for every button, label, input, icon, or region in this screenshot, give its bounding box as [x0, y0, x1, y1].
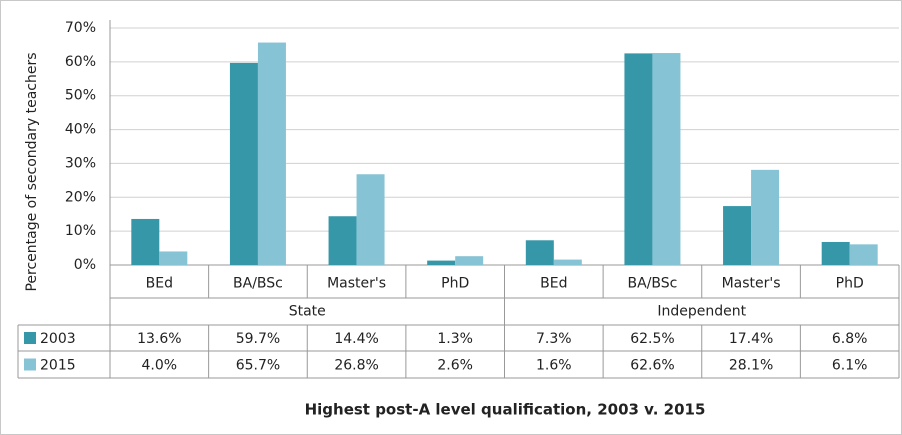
y-tick-label: 60% — [65, 54, 96, 70]
bar — [751, 169, 780, 265]
table-value: 62.5% — [630, 331, 674, 347]
x-tick-label: BA/BSc — [628, 276, 678, 292]
legend-label: 2015 — [40, 358, 76, 374]
legend-swatch — [24, 332, 36, 344]
bar — [849, 244, 878, 265]
y-tick-label: 50% — [65, 88, 96, 104]
table-value: 65.7% — [236, 358, 280, 374]
bar — [328, 216, 357, 265]
y-tick-label: 20% — [65, 189, 96, 205]
table-value: 6.1% — [832, 358, 868, 374]
x-tick-label: PhD — [836, 276, 864, 292]
y-axis-label: Percentage of secondary teachers — [24, 52, 40, 291]
table-value: 17.4% — [729, 331, 773, 347]
table-value: 1.3% — [437, 331, 473, 347]
y-tick-label: 30% — [65, 155, 96, 171]
bar — [356, 174, 385, 265]
table-value: 59.7% — [236, 331, 280, 347]
table-value: 6.8% — [832, 331, 868, 347]
bar — [427, 260, 456, 265]
y-tick-label: 10% — [65, 223, 96, 239]
chart-title: Highest post-A level qualification, 2003… — [305, 401, 706, 419]
y-tick-label: 0% — [74, 257, 96, 273]
bar — [821, 241, 850, 265]
bar — [131, 218, 160, 265]
x-tick-label: Master's — [327, 276, 386, 292]
y-tick-label: 40% — [65, 122, 96, 138]
bar — [624, 53, 653, 266]
group-label: State — [289, 304, 326, 320]
table-value: 14.4% — [334, 331, 378, 347]
table-value: 13.6% — [137, 331, 181, 347]
bar — [455, 256, 484, 265]
legend-swatch — [24, 358, 36, 371]
bar — [553, 259, 582, 265]
table-value: 1.6% — [536, 358, 572, 374]
group-label: Independent — [657, 304, 746, 320]
bar — [229, 62, 258, 265]
x-tick-label: BEd — [540, 276, 567, 292]
table-value: 62.6% — [630, 358, 674, 374]
y-tick-label: 70% — [65, 20, 96, 36]
legend-label: 2003 — [40, 331, 76, 347]
bar — [723, 206, 752, 265]
bar — [257, 42, 286, 266]
table-value: 7.3% — [536, 331, 572, 347]
x-tick-label: BA/BSc — [233, 276, 283, 292]
bar — [652, 53, 681, 265]
table-value: 26.8% — [334, 358, 378, 374]
table-value: 2.6% — [437, 358, 473, 374]
bar — [159, 251, 188, 265]
x-tick-label: BEd — [146, 276, 173, 292]
table-value: 28.1% — [729, 358, 773, 374]
table-value: 4.0% — [142, 358, 178, 374]
x-tick-label: PhD — [441, 276, 469, 292]
x-tick-label: Master's — [722, 276, 781, 292]
bar — [525, 240, 554, 265]
